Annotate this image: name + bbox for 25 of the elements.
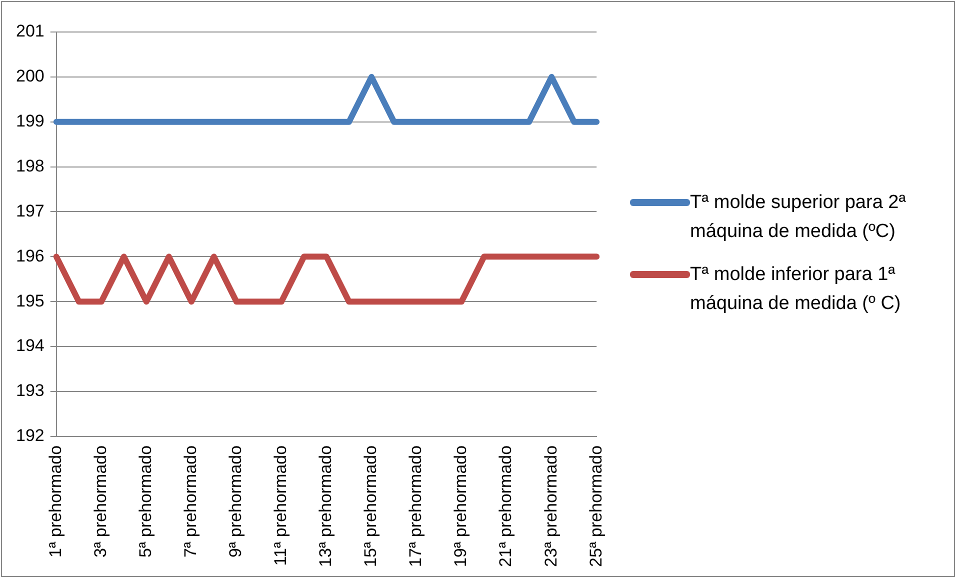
legend-label: Tª molde superior para 2ª máquina de medida (ºC) [690,191,907,244]
y-tick-label: 193 [16,381,44,400]
y-tick-label: 197 [16,201,44,220]
x-tick-label: 5ª prehormado [136,445,156,558]
legend-label: Tª molde inferior para 1ª máquina de medida (º C) [690,263,902,316]
x-tick-label: 7ª prehormado [181,445,200,558]
y-tick-label: 199 [16,112,44,131]
y-tick-label: 198 [16,156,44,176]
y-tick-label: 192 [16,426,44,446]
y-tick-label: 195 [16,291,44,310]
x-tick-label: 3ª prehormado [91,445,110,558]
x-tick-label: 19ª prehormado [451,445,470,568]
x-tick-label: 9ª prehormado [226,445,246,558]
x-tick-label: 25ª prehormado [586,445,606,568]
y-tick-label: 200 [16,66,44,86]
x-tick-label: 1ª prehormado [46,445,66,558]
x-tick-label: 15ª prehormado [361,445,380,568]
x-tick-label: 17ª prehormado [406,445,426,568]
x-tick-label: 11ª prehormado [271,445,290,566]
y-tick-label: 201 [16,22,44,41]
x-tick-label: 13ª prehormado [316,445,336,568]
y-tick-label: 196 [16,246,44,266]
x-tick-label: 23ª prehormado [541,445,560,568]
y-tick-label: 194 [16,336,44,356]
x-tick-label: 21ª prehormado [496,445,516,568]
